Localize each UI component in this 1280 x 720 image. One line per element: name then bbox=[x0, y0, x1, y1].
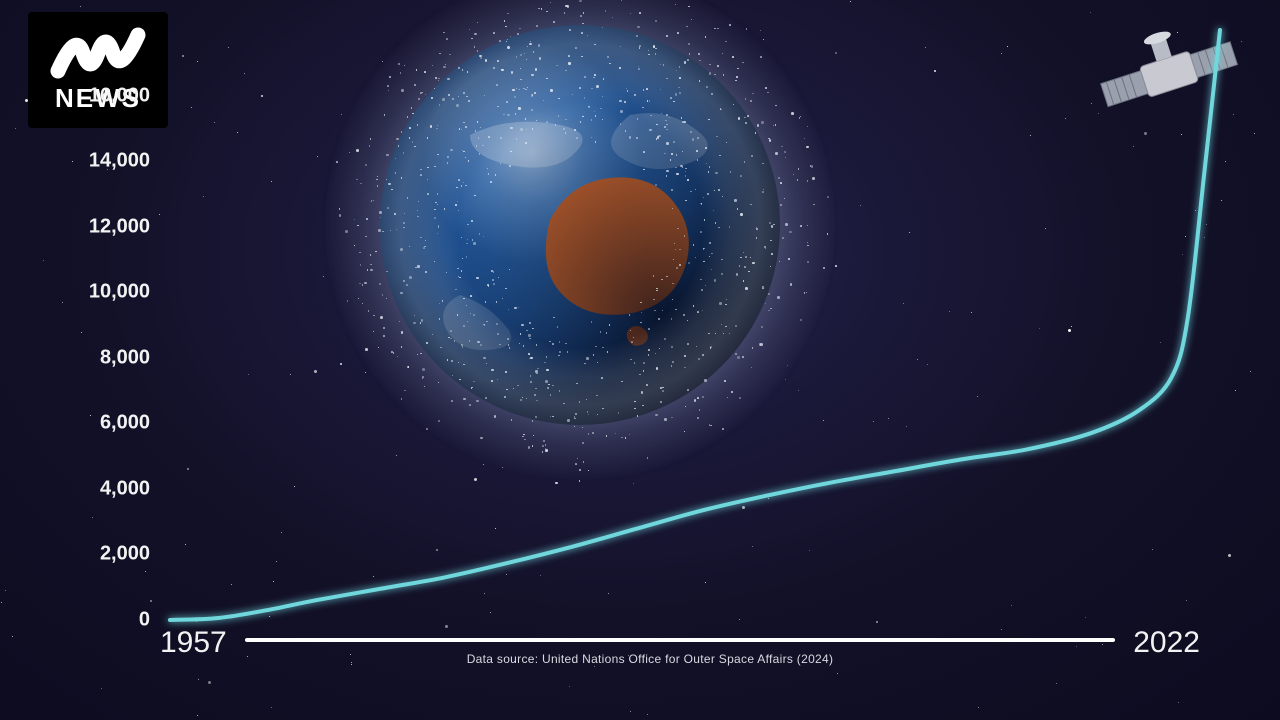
satellite-count-chart: 0 2,000 4,000 6,000 8,000 10,000 12,000 14,000 1… bbox=[70, 20, 1230, 670]
y-tick-label: 4,000 bbox=[70, 477, 150, 500]
chart-line bbox=[70, 20, 1230, 670]
y-tick-label: 10,000 bbox=[70, 281, 150, 304]
x-axis-end-label: 2022 bbox=[1133, 626, 1200, 660]
y-tick-label: 6,000 bbox=[70, 412, 150, 435]
data-source-text: Data source: United Nations Office for O… bbox=[467, 652, 834, 666]
y-tick-label: 14,000 bbox=[70, 150, 150, 173]
y-tick-label: 2,000 bbox=[70, 543, 150, 566]
y-tick-label: 0 bbox=[70, 609, 150, 632]
y-tick-label: 16,000 bbox=[70, 84, 150, 107]
y-tick-label: 12,000 bbox=[70, 215, 150, 238]
y-tick-label: 8,000 bbox=[70, 346, 150, 369]
x-axis-start-label: 1957 bbox=[160, 626, 227, 660]
x-axis-line bbox=[245, 638, 1115, 642]
